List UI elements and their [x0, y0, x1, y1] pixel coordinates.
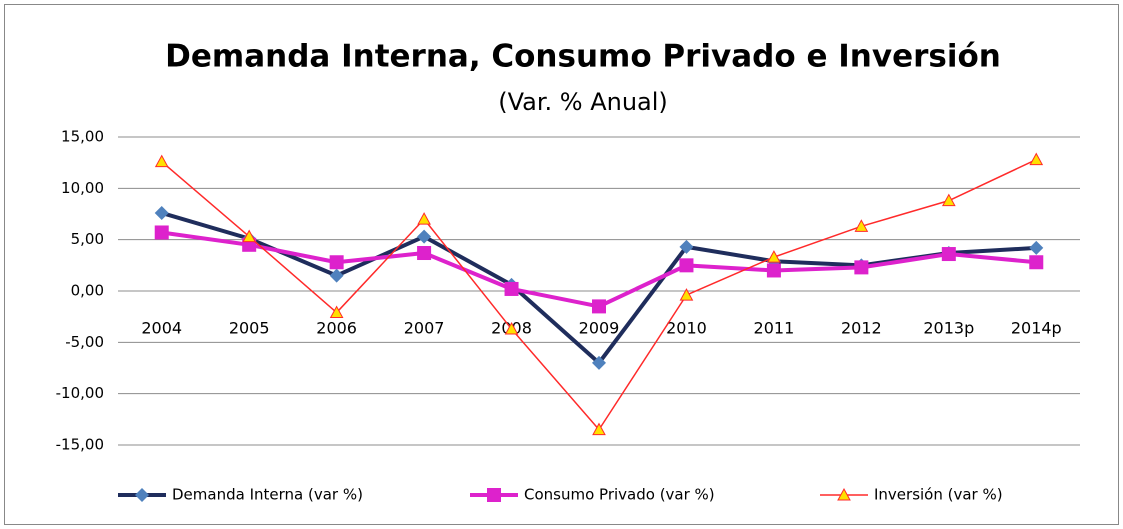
x-tick-label: 2010 [666, 319, 707, 338]
series-marker [766, 263, 781, 278]
y-tick-label: -10,00 [56, 384, 104, 402]
series-marker [679, 258, 694, 273]
series-marker [154, 154, 169, 168]
legend-marker [837, 487, 851, 501]
legend-marker [487, 488, 501, 502]
x-tick-label: 2005 [229, 319, 270, 338]
series-marker [329, 305, 344, 319]
series-marker [329, 255, 344, 270]
series-marker [1029, 255, 1044, 270]
chart-subtitle: (Var. % Anual) [498, 88, 668, 116]
x-tick-label: 2006 [316, 319, 357, 338]
legend-label: Consumo Privado (var %) [524, 486, 715, 504]
series-marker [854, 219, 869, 232]
y-tick-label: -15,00 [56, 436, 104, 454]
series-marker [679, 239, 694, 254]
legend-label: Demanda Interna (var %) [172, 486, 363, 504]
y-tick-label: 15,00 [61, 128, 104, 146]
x-tick-label: 2012 [841, 319, 882, 338]
series-marker [1029, 152, 1044, 166]
series-marker [941, 193, 956, 207]
y-tick-label: 5,00 [71, 230, 104, 248]
series-marker [504, 321, 519, 335]
series-marker [504, 281, 519, 296]
series-marker [592, 299, 606, 314]
x-tick-label: 2014p [1011, 319, 1062, 338]
series-marker [854, 260, 869, 275]
legend-label: Inversión (var %) [874, 486, 1003, 504]
series-marker [417, 212, 431, 225]
series-marker [242, 229, 257, 243]
series-marker [592, 355, 606, 370]
series-marker [941, 247, 956, 262]
series-marker [329, 268, 344, 283]
y-tick-label: 10,00 [61, 179, 104, 197]
chart-title: Demanda Interna, Consumo Privado e Inver… [165, 39, 1001, 75]
series-marker [592, 422, 606, 436]
x-tick-label: 2009 [579, 319, 620, 338]
y-tick-label: 0,00 [71, 282, 104, 300]
series-marker [417, 229, 432, 244]
series-marker [154, 225, 169, 240]
x-tick-label: 2011 [754, 319, 795, 338]
x-tick-label: 2007 [404, 319, 445, 338]
x-tick-label: 2013p [923, 319, 974, 338]
y-tick-label: -5,00 [65, 333, 104, 351]
series-marker [417, 246, 432, 261]
series-marker [1029, 240, 1044, 255]
legend-marker [135, 488, 149, 502]
series-marker [767, 250, 781, 263]
series-marker [679, 288, 694, 301]
chart-border [4, 4, 1119, 525]
series-marker [154, 205, 169, 220]
x-tick-label: 2004 [141, 319, 182, 338]
